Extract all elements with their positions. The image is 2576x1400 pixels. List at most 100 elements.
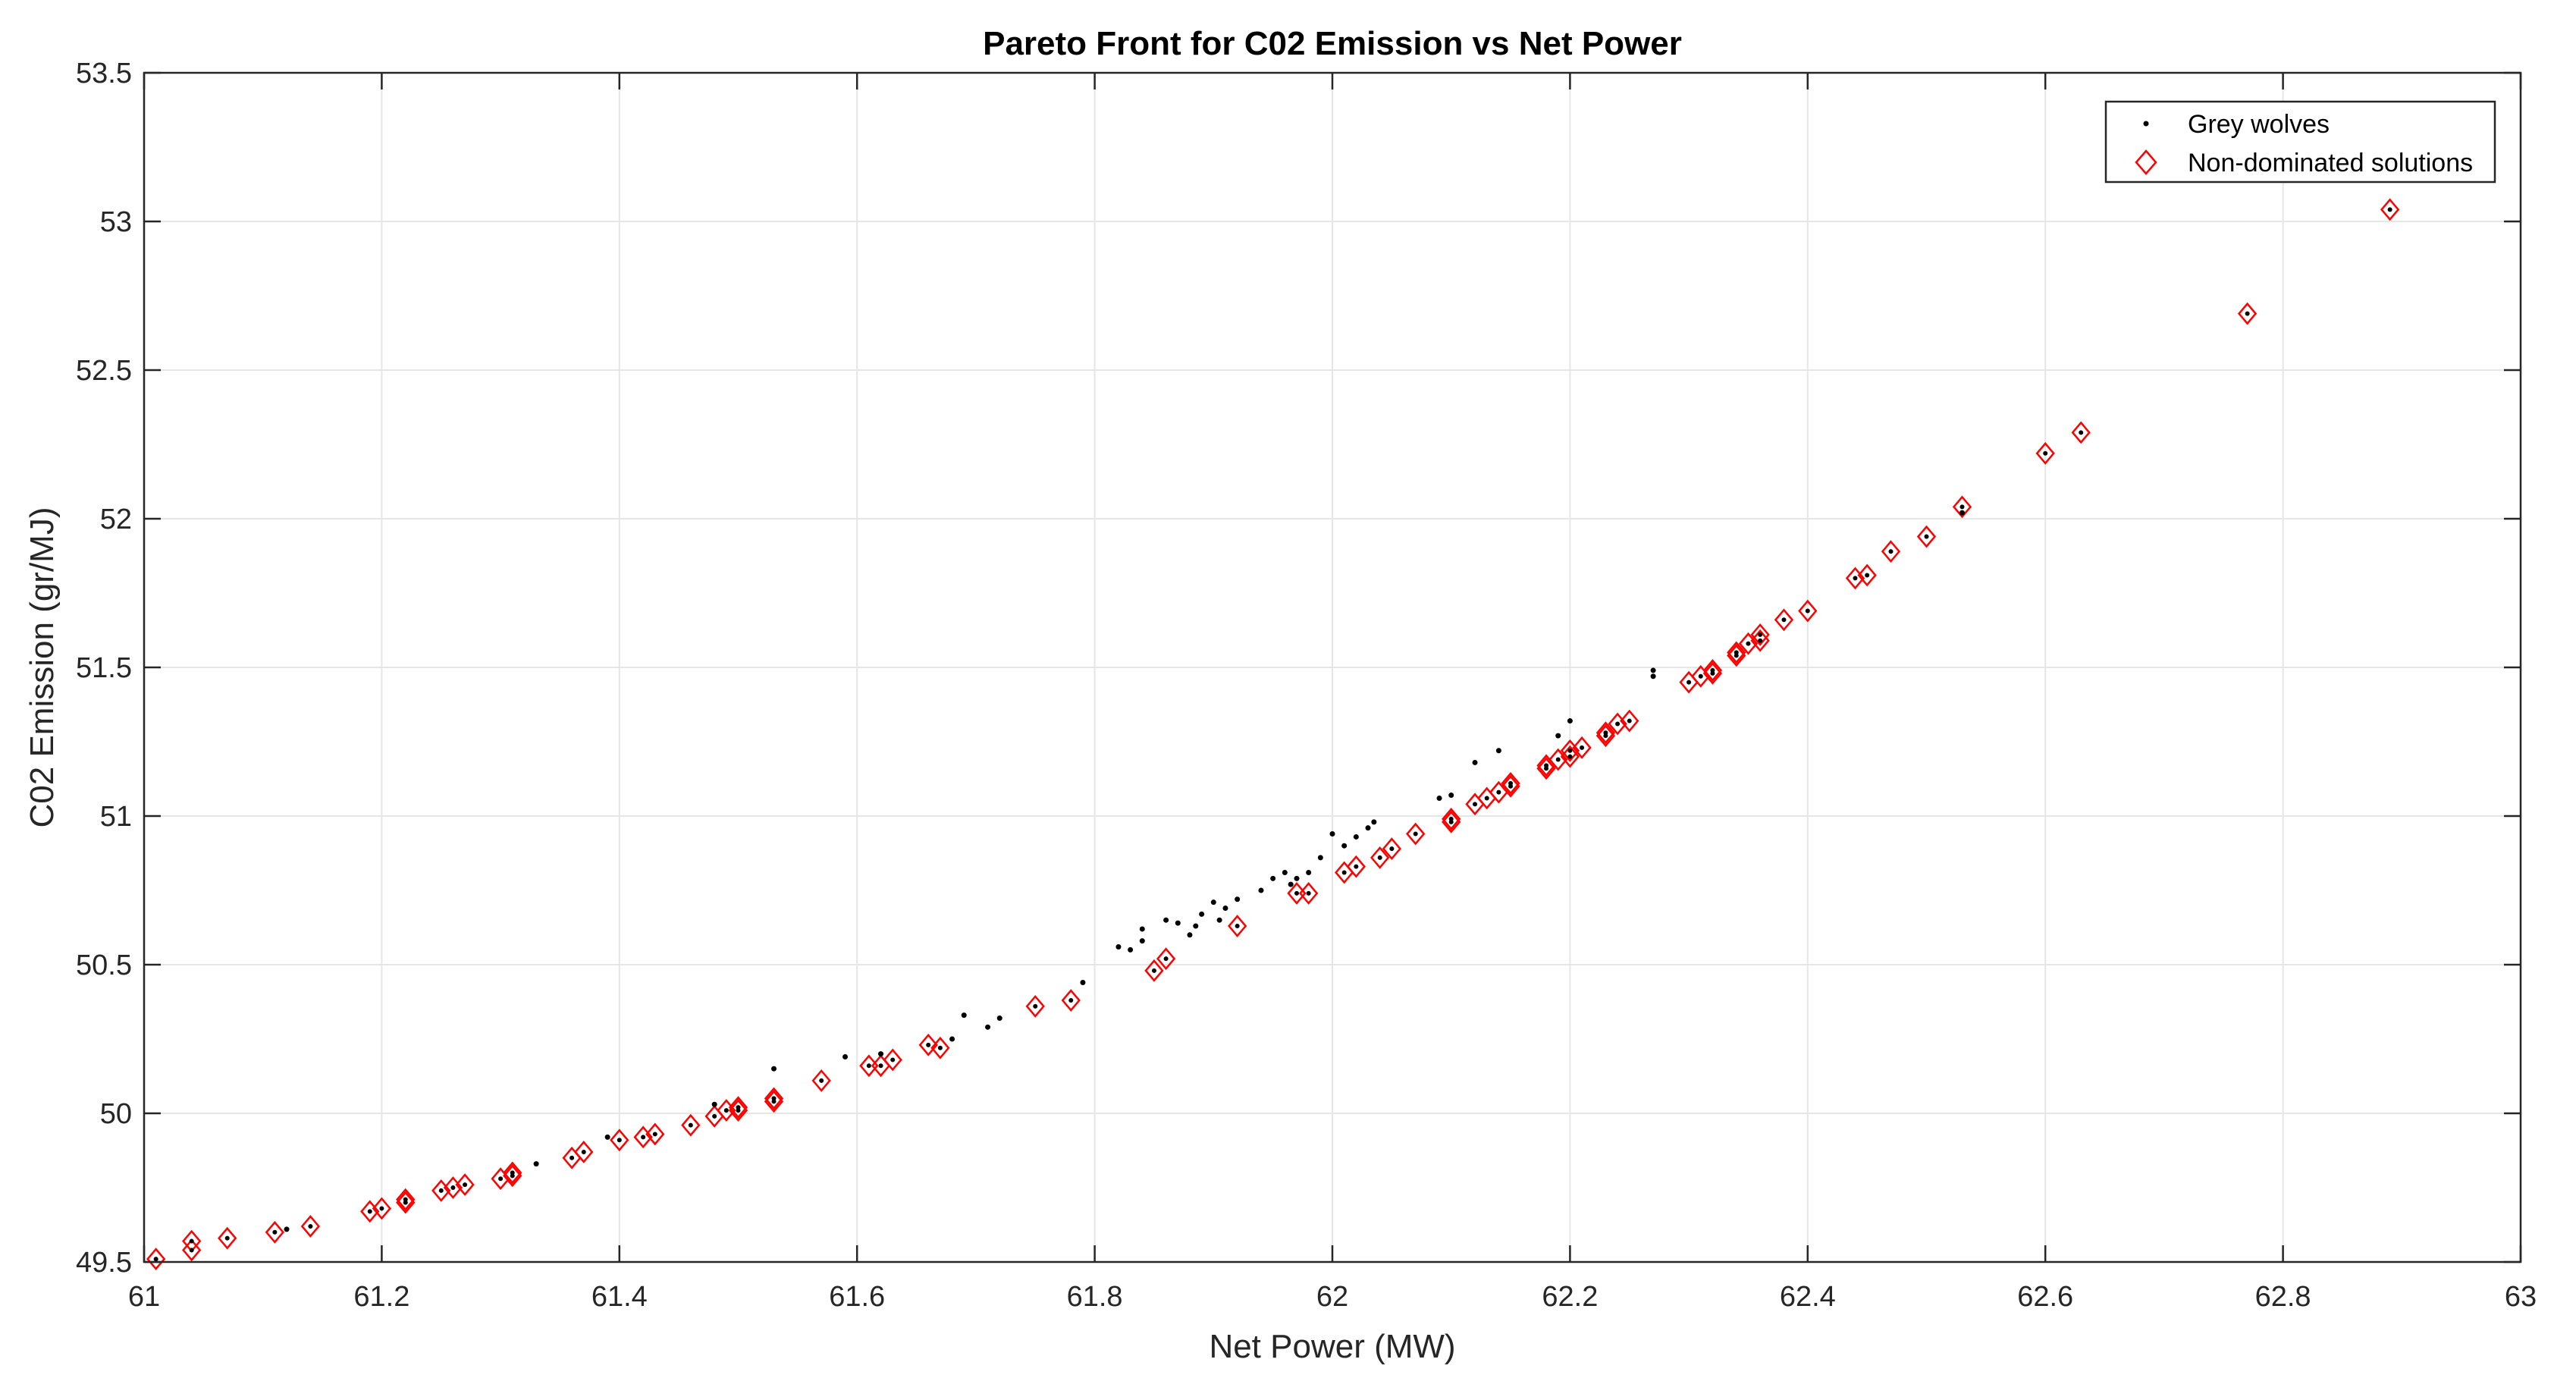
y-tick-label: 52 — [100, 504, 132, 535]
legend-label-grey-wolves: Grey wolves — [2188, 110, 2330, 139]
non-dominated-point — [1916, 525, 1937, 548]
grey-wolf-point — [1033, 1003, 1038, 1009]
non-dominated-point — [1881, 540, 1901, 563]
x-tick-label: 63 — [2505, 1281, 2537, 1313]
non-dominated-point — [1738, 632, 1759, 655]
grey-wolf-point — [1115, 943, 1122, 950]
non-dominated-point — [265, 1220, 285, 1244]
y-tick-labels: 49.5 50 50.5 51 51.5 52 52.5 53 53.5 — [76, 58, 132, 1279]
grey-wolf-point — [1746, 641, 1751, 646]
grey-wolf-point — [819, 1078, 824, 1083]
grey-wolf-point — [1959, 510, 1966, 516]
plot-frame — [143, 71, 2522, 1263]
grey-wolf-point — [1294, 890, 1299, 896]
grey-wolf-point — [652, 1132, 657, 1137]
non-dominated-point — [1406, 822, 1426, 846]
grey-wolf-point — [1865, 573, 1870, 578]
grey-wolf-point — [403, 1197, 408, 1202]
grey-wolf-point — [1888, 549, 1894, 554]
grey-wolf-point — [533, 1161, 539, 1167]
non-dominated-point — [1299, 881, 1319, 905]
grey-wolf-point — [1473, 802, 1478, 807]
grey-wolf-point — [1448, 793, 1454, 799]
non-dominated-point — [1346, 855, 1366, 878]
grey-wolf-point — [1448, 816, 1454, 821]
non-dominated-point — [764, 1087, 784, 1110]
non-dominated-point — [2380, 198, 2400, 221]
non-dominated-point — [1382, 837, 1401, 861]
non-dominated-point — [1370, 846, 1390, 869]
non-dominated-point — [1144, 959, 1164, 982]
grey-wolf-point — [1495, 748, 1501, 754]
non-dominated-point — [1442, 807, 1461, 830]
grey-wolf-point — [1567, 718, 1573, 724]
y-tick-label: 51 — [100, 801, 132, 833]
grey-wolf-point — [712, 1113, 717, 1119]
non-dominated-point — [146, 1248, 166, 1271]
grey-wolf-point — [1193, 923, 1199, 929]
grey-wolf-point — [2079, 430, 2084, 435]
non-dominated-point — [1608, 712, 1627, 736]
grey-wolf-point — [450, 1185, 456, 1190]
grey-wolf-point — [1163, 956, 1169, 962]
grey-wolf-point — [1567, 748, 1573, 753]
grey-wolf-point — [1294, 875, 1300, 881]
y-tick-label: 51.5 — [76, 652, 132, 684]
non-dominated-point — [918, 1033, 938, 1056]
grey-wolf-point — [1758, 638, 1763, 643]
grey-wolf-point — [1163, 917, 1169, 923]
y-tick-label: 50 — [100, 1098, 132, 1130]
x-axis-label: Net Power (MW) — [1209, 1328, 1455, 1365]
grey-wolf-point — [1341, 870, 1347, 875]
x-tick-label: 62.8 — [2255, 1281, 2311, 1313]
x-tick-labels: 61 61.2 61.4 61.6 61.8 62 62.2 62.4 62.6 62.8 63 — [128, 1281, 2537, 1313]
grey-wolf-point — [1288, 881, 1294, 887]
non-dominated-point — [2237, 302, 2258, 325]
grey-wolf-point — [688, 1122, 693, 1128]
non-dominated-point — [811, 1069, 831, 1092]
non-dominated-point — [1857, 563, 1877, 587]
grey-wolf-point — [1580, 745, 1585, 750]
grey-wolf-point — [379, 1206, 384, 1211]
grey-wolf-point — [1306, 890, 1311, 896]
series-grey-wolves — [153, 207, 2392, 1262]
non-dominated-point — [1595, 724, 1616, 748]
grey-wolf-point — [1235, 896, 1241, 902]
series-non-dominated — [146, 198, 2400, 1271]
legend-marker-grey-wolves — [2143, 121, 2149, 127]
grey-wolf-point — [581, 1149, 586, 1154]
non-dominated-point — [1025, 994, 1045, 1018]
grey-wolf-point — [711, 1101, 717, 1107]
grey-wolf-point — [1199, 911, 1205, 917]
x-tick-label: 62.6 — [2017, 1281, 2073, 1313]
non-dominated-point — [1560, 739, 1580, 762]
x-tick-label: 62.2 — [1542, 1281, 1598, 1313]
grey-wolf-point — [1235, 924, 1240, 929]
x-tick-label: 62.4 — [1780, 1281, 1836, 1313]
non-dominated-point — [1798, 599, 1818, 623]
non-dominated-point — [455, 1173, 475, 1197]
y-tick-label: 49.5 — [76, 1247, 132, 1279]
grey-wolf-point — [1306, 869, 1312, 875]
non-dominated-point — [300, 1215, 321, 1238]
grey-wolf-point — [1853, 576, 1858, 581]
grey-wolf-point — [1353, 833, 1359, 840]
grey-wolf-point — [438, 1188, 444, 1193]
non-dominated-point — [1702, 658, 1723, 682]
non-dominated-point — [396, 1191, 416, 1214]
grey-wolf-point — [736, 1108, 741, 1113]
grey-wolf-point — [1567, 754, 1573, 759]
legend-marker-non-dominated — [2135, 149, 2157, 175]
non-dominated-point — [930, 1036, 950, 1059]
non-dominated-point — [1702, 661, 1723, 685]
x-tick-label: 61.6 — [829, 1281, 885, 1313]
non-dominated-point — [728, 1096, 748, 1119]
grey-wolf-point — [1317, 855, 1323, 861]
non-dominated-point — [2071, 421, 2091, 444]
non-dominated-point — [1548, 748, 1568, 771]
grey-wolf-point — [1959, 504, 1965, 510]
non-dominated-point — [681, 1113, 701, 1137]
grey-wolf-point — [1128, 946, 1134, 953]
grey-wolf-point — [937, 1045, 943, 1050]
non-dominated-point — [1595, 721, 1616, 745]
